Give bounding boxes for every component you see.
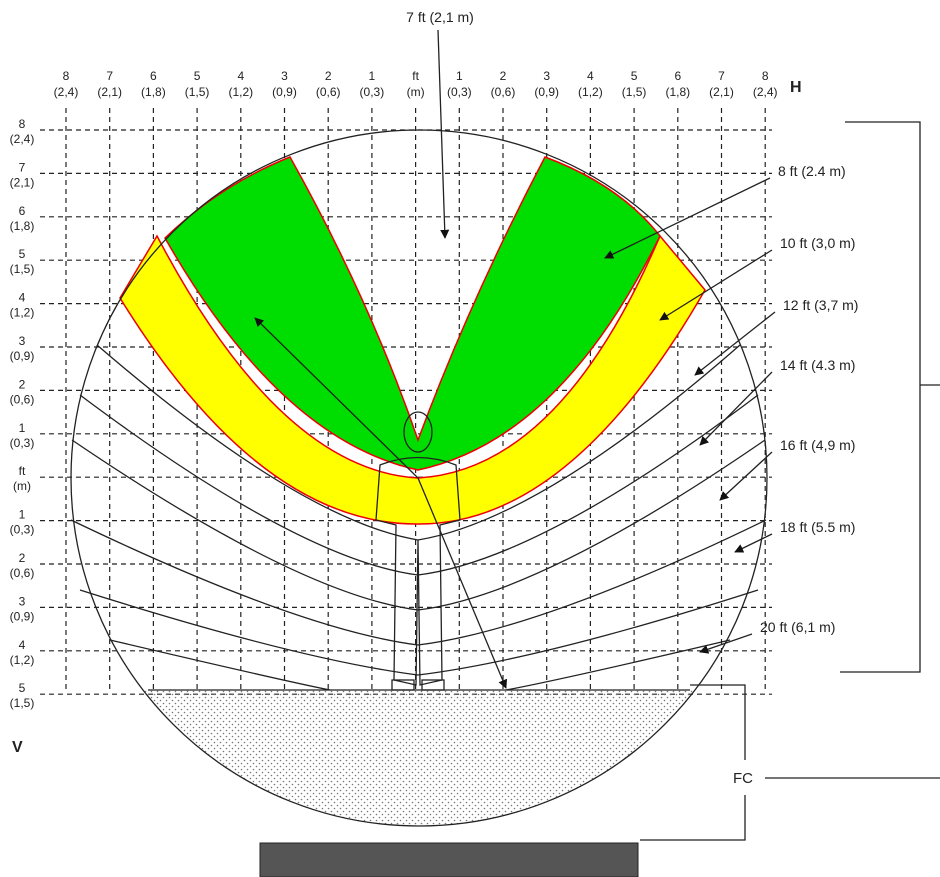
- callout-arrow: [719, 451, 773, 501]
- callout-label: 8 ft (2.4 m): [778, 163, 846, 179]
- v-tick-ft: 6: [19, 204, 26, 218]
- v-tick-m: (2,1): [10, 175, 35, 189]
- v-tick-ft: 8: [19, 117, 26, 131]
- h-tick-m: (1,8): [141, 85, 166, 99]
- h-tick-ft: 7: [106, 69, 113, 83]
- callout-arrow: [659, 249, 773, 321]
- h-tick-m: (2,1): [97, 85, 122, 99]
- h-tick-ft: 3: [281, 69, 288, 83]
- outer-circle: [70, 129, 768, 827]
- v-tick-ft: 5: [19, 681, 26, 695]
- v-tick-m: (2,4): [10, 132, 35, 146]
- v-tick-m: (m): [13, 479, 31, 493]
- h-axis-label: H: [790, 79, 802, 96]
- h-tick-m: (2,4): [753, 85, 778, 99]
- h-tick-ft: ft: [412, 69, 419, 83]
- v-tick-ft: 5: [19, 247, 26, 261]
- v-axis-label: V: [12, 739, 23, 756]
- h-tick-ft: 8: [63, 69, 70, 83]
- v-tick-ft: 4: [19, 291, 26, 305]
- v-tick-ft: 7: [19, 160, 26, 174]
- h-tick-m: (1,8): [665, 85, 690, 99]
- v-tick-ft: 3: [19, 594, 26, 608]
- callout-label: 14 ft (4.3 m): [780, 357, 855, 373]
- h-tick-ft: 4: [587, 69, 594, 83]
- callout-arrow: [694, 311, 776, 376]
- callout-label: 12 ft (3,7 m): [783, 297, 858, 313]
- h-tick-m: (1,2): [578, 85, 603, 99]
- h-tick-ft: 7: [718, 69, 725, 83]
- callout-arrow: [734, 533, 773, 553]
- h-tick-m: (1,5): [622, 85, 647, 99]
- yellow-zone: [119, 234, 706, 525]
- h-tick-m: (0,3): [447, 85, 472, 99]
- v-tick-m: (1,8): [10, 219, 35, 233]
- green-zone: [164, 156, 661, 471]
- h-tick-m: (0,9): [272, 85, 297, 99]
- v-tick-m: (1,5): [10, 696, 35, 710]
- h-tick-m: (1,5): [185, 85, 210, 99]
- callout-arrow: [604, 177, 771, 259]
- callout-label: 16 ft (4,9 m): [780, 437, 855, 453]
- v-tick-ft: 2: [19, 377, 26, 391]
- callout-label: 20 ft (6,1 m): [760, 619, 835, 635]
- h-tick-ft: 8: [762, 69, 769, 83]
- v-tick-ft: 4: [19, 638, 26, 652]
- h-tick-m: (m): [407, 85, 425, 99]
- h-tick-ft: 5: [631, 69, 638, 83]
- callouts: 8 ft (2.4 m) 10 ft (3,0 m) 12 ft (3,7 m) 14…: [604, 163, 858, 654]
- callout-label: 10 ft (3,0 m): [780, 235, 855, 251]
- h-tick-ft: 6: [674, 69, 681, 83]
- h-tick-ft: 2: [325, 69, 332, 83]
- v-tick-ft: 2: [19, 551, 26, 565]
- h-tick-m: (0,6): [491, 85, 516, 99]
- h-tick-ft: 1: [456, 69, 463, 83]
- fc-label: FC: [733, 770, 753, 787]
- v-tick-m: (1,5): [10, 262, 35, 276]
- v-tick-m: (0,3): [10, 436, 35, 450]
- h-tick-m: (2,1): [709, 85, 734, 99]
- v-tick-m: (1,2): [10, 306, 35, 320]
- h-tick-m: (0,9): [534, 85, 559, 99]
- v-tick-m: (0,6): [10, 566, 35, 580]
- v-tick-m: (0,9): [10, 349, 35, 363]
- h-tick-m: (2,4): [54, 85, 79, 99]
- h-tick-m: (1,2): [228, 85, 253, 99]
- v-tick-ft: 1: [19, 421, 26, 435]
- fc-lines: [640, 684, 940, 841]
- v-tick-ft: 3: [19, 334, 26, 348]
- person: [375, 411, 461, 691]
- v-tick-m: (0,9): [10, 609, 35, 623]
- title: 7 ft (2,1 m): [406, 9, 474, 25]
- v-tick-ft: ft: [19, 464, 26, 478]
- h-tick-ft: 1: [369, 69, 376, 83]
- v-tick-m: (1,2): [10, 653, 35, 667]
- h-tick-ft: 3: [543, 69, 550, 83]
- v-tick-ft: 1: [19, 508, 26, 522]
- v-tick-m: (0,3): [10, 523, 35, 537]
- bracket: [840, 121, 940, 673]
- callout-arrow: [699, 633, 753, 654]
- title-arrow: [437, 29, 450, 239]
- callout-arrow: [699, 371, 773, 446]
- h-tick-ft: 2: [500, 69, 507, 83]
- sight-arrow: [417, 477, 508, 689]
- h-tick-ft: 6: [150, 69, 157, 83]
- h-tick-ft: 4: [237, 69, 244, 83]
- v-tick-m: (0,6): [10, 392, 35, 406]
- h-tick-m: (0,6): [316, 85, 341, 99]
- h-tick-m: (0,3): [360, 85, 385, 99]
- callout-label: 18 ft (5.5 m): [780, 519, 855, 535]
- sight-arrow: [254, 317, 419, 479]
- h-tick-ft: 5: [194, 69, 201, 83]
- base-plate: [259, 842, 639, 877]
